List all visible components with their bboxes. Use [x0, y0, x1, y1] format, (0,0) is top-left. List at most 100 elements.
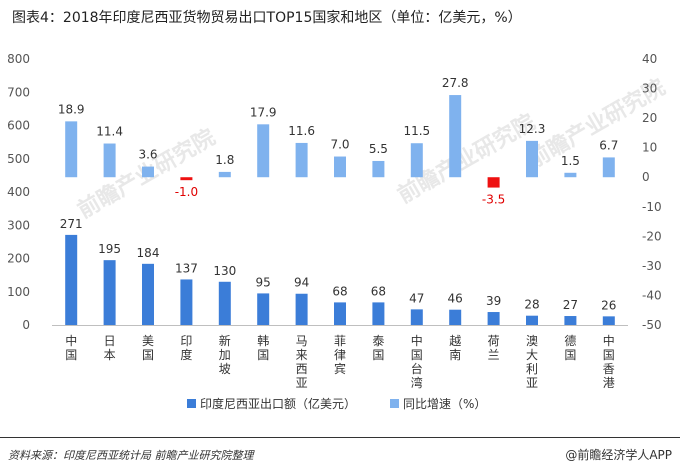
bars	[65, 95, 615, 325]
category-label-char: 中	[411, 333, 423, 348]
footer: 资料来源：印度尼西亚统计局 前瞻产业研究院整理 @前瞻经济学人APP	[0, 437, 680, 470]
category-label-char: 加	[219, 348, 231, 362]
right-tick-label: -20	[642, 229, 662, 243]
category-label-char: 荷	[488, 334, 500, 348]
left-tick-label: 600	[7, 119, 30, 133]
right-tick-label: 10	[642, 141, 657, 155]
growth-bar	[65, 121, 78, 178]
export-value-label: 271	[60, 217, 83, 231]
export-bar	[180, 279, 193, 325]
export-value-label: 28	[524, 298, 539, 312]
category-label-char: 国	[257, 348, 269, 362]
export-bar	[372, 302, 385, 325]
left-tick-label: 100	[7, 285, 30, 299]
category-label-char: 利	[526, 362, 538, 376]
category-label-char: 中	[65, 333, 77, 348]
growth-value-label: 1.8	[215, 153, 234, 167]
category-label-char: 马	[296, 334, 308, 348]
source-note: 资料来源：印度尼西亚统计局 前瞻产业研究院整理	[8, 449, 254, 462]
labels: 271 18.9 中国 195 11.4 日本 184 3.6 美国 137 -1.0 印度 130 1.…	[58, 76, 619, 390]
category-label-char: 日	[104, 334, 116, 348]
growth-bar	[334, 156, 346, 178]
export-value-label: 47	[409, 291, 424, 305]
left-tick-label: 400	[7, 185, 30, 199]
category-label-char: 大	[526, 348, 538, 362]
legend-swatch-growth	[390, 399, 399, 408]
category-label-char: 澳	[526, 334, 538, 348]
export-value-label: 46	[448, 292, 463, 306]
export-bar	[218, 281, 231, 325]
growth-bar	[142, 166, 154, 178]
right-tick-label: 40	[642, 52, 657, 66]
export-bar	[65, 234, 78, 325]
export-value-label: 68	[332, 284, 347, 298]
growth-value-label: 17.9	[250, 105, 277, 119]
category-label-char: 律	[334, 348, 346, 362]
right-tick-label: 30	[642, 82, 657, 96]
legend: 印度尼西亚出口额（亿美元） 同比增速（%）	[187, 396, 486, 411]
category-label-char: 亚	[296, 376, 308, 390]
growth-value-label: 1.5	[561, 154, 580, 168]
export-value-label: 39	[486, 294, 501, 308]
right-tick-label: 0	[642, 170, 650, 184]
category-label-char: 国	[65, 348, 77, 362]
export-bar	[602, 316, 615, 325]
growth-value-label: 27.8	[442, 76, 469, 90]
right-tick-label: -10	[642, 200, 662, 214]
growth-value-label: 11.5	[403, 124, 430, 138]
category-label-char: 南	[449, 347, 461, 362]
growth-bar	[526, 140, 538, 178]
category-label-char: 台	[411, 361, 423, 376]
export-value-label: 184	[137, 246, 160, 260]
category-label-char: 印	[180, 334, 192, 348]
export-bar	[564, 316, 577, 325]
export-value-label: 26	[601, 298, 616, 312]
category-label-char: 中	[603, 333, 615, 348]
export-value-label: 27	[563, 298, 578, 312]
category-label-char: 宾	[334, 361, 346, 376]
growth-bar	[410, 143, 423, 178]
export-value-label: 195	[98, 242, 121, 256]
category-label-char: 新	[219, 333, 231, 348]
category-label-char: 港	[603, 376, 615, 390]
chart-title: 图表4：2018年印度尼西亚货物贸易出口TOP15国家和地区（单位：亿美元，%）	[12, 10, 522, 26]
growth-value-label: 11.4	[96, 125, 123, 139]
category-label-char: 韩	[257, 333, 269, 348]
growth-bar	[257, 124, 270, 178]
category-label-char: 国	[411, 348, 423, 362]
growth-bar	[487, 177, 500, 188]
right-tick-label: -40	[642, 288, 662, 302]
left-tick-label: 800	[7, 52, 30, 66]
right-tick-label: 20	[642, 111, 657, 125]
category-label-char: 越	[449, 334, 461, 348]
growth-bar	[372, 160, 385, 178]
export-bar	[295, 293, 308, 325]
axes: 0100200300400500600700800-50-40-30-20-10…	[7, 52, 662, 332]
growth-bar	[295, 142, 308, 178]
growth-value-label: -1.0	[175, 185, 198, 199]
growth-value-label: 3.6	[138, 148, 157, 162]
category-label-char: 国	[603, 348, 615, 362]
right-tick-label: -50	[642, 318, 662, 332]
left-tick-label: 500	[7, 152, 30, 166]
growth-value-label: 11.6	[288, 124, 315, 138]
category-label-char: 度	[180, 347, 192, 362]
growth-bar	[449, 95, 462, 178]
left-tick-label: 700	[7, 85, 30, 99]
legend-swatch-export	[187, 399, 196, 408]
export-bar	[487, 312, 500, 325]
left-tick-label: 300	[7, 218, 30, 232]
left-tick-label: 200	[7, 252, 30, 266]
category-label-char: 泰	[372, 334, 384, 348]
category-label-char: 兰	[488, 348, 500, 362]
growth-value-label: 18.9	[58, 102, 85, 116]
growth-value-label: 7.0	[330, 138, 349, 152]
export-value-label: 95	[256, 275, 271, 289]
category-label-char: 国	[372, 348, 384, 362]
export-bar	[257, 293, 270, 325]
export-bar	[334, 302, 346, 325]
growth-bar	[218, 171, 231, 178]
legend-label-growth: 同比增速（%）	[403, 397, 486, 411]
growth-value-label: 12.3	[519, 122, 546, 136]
